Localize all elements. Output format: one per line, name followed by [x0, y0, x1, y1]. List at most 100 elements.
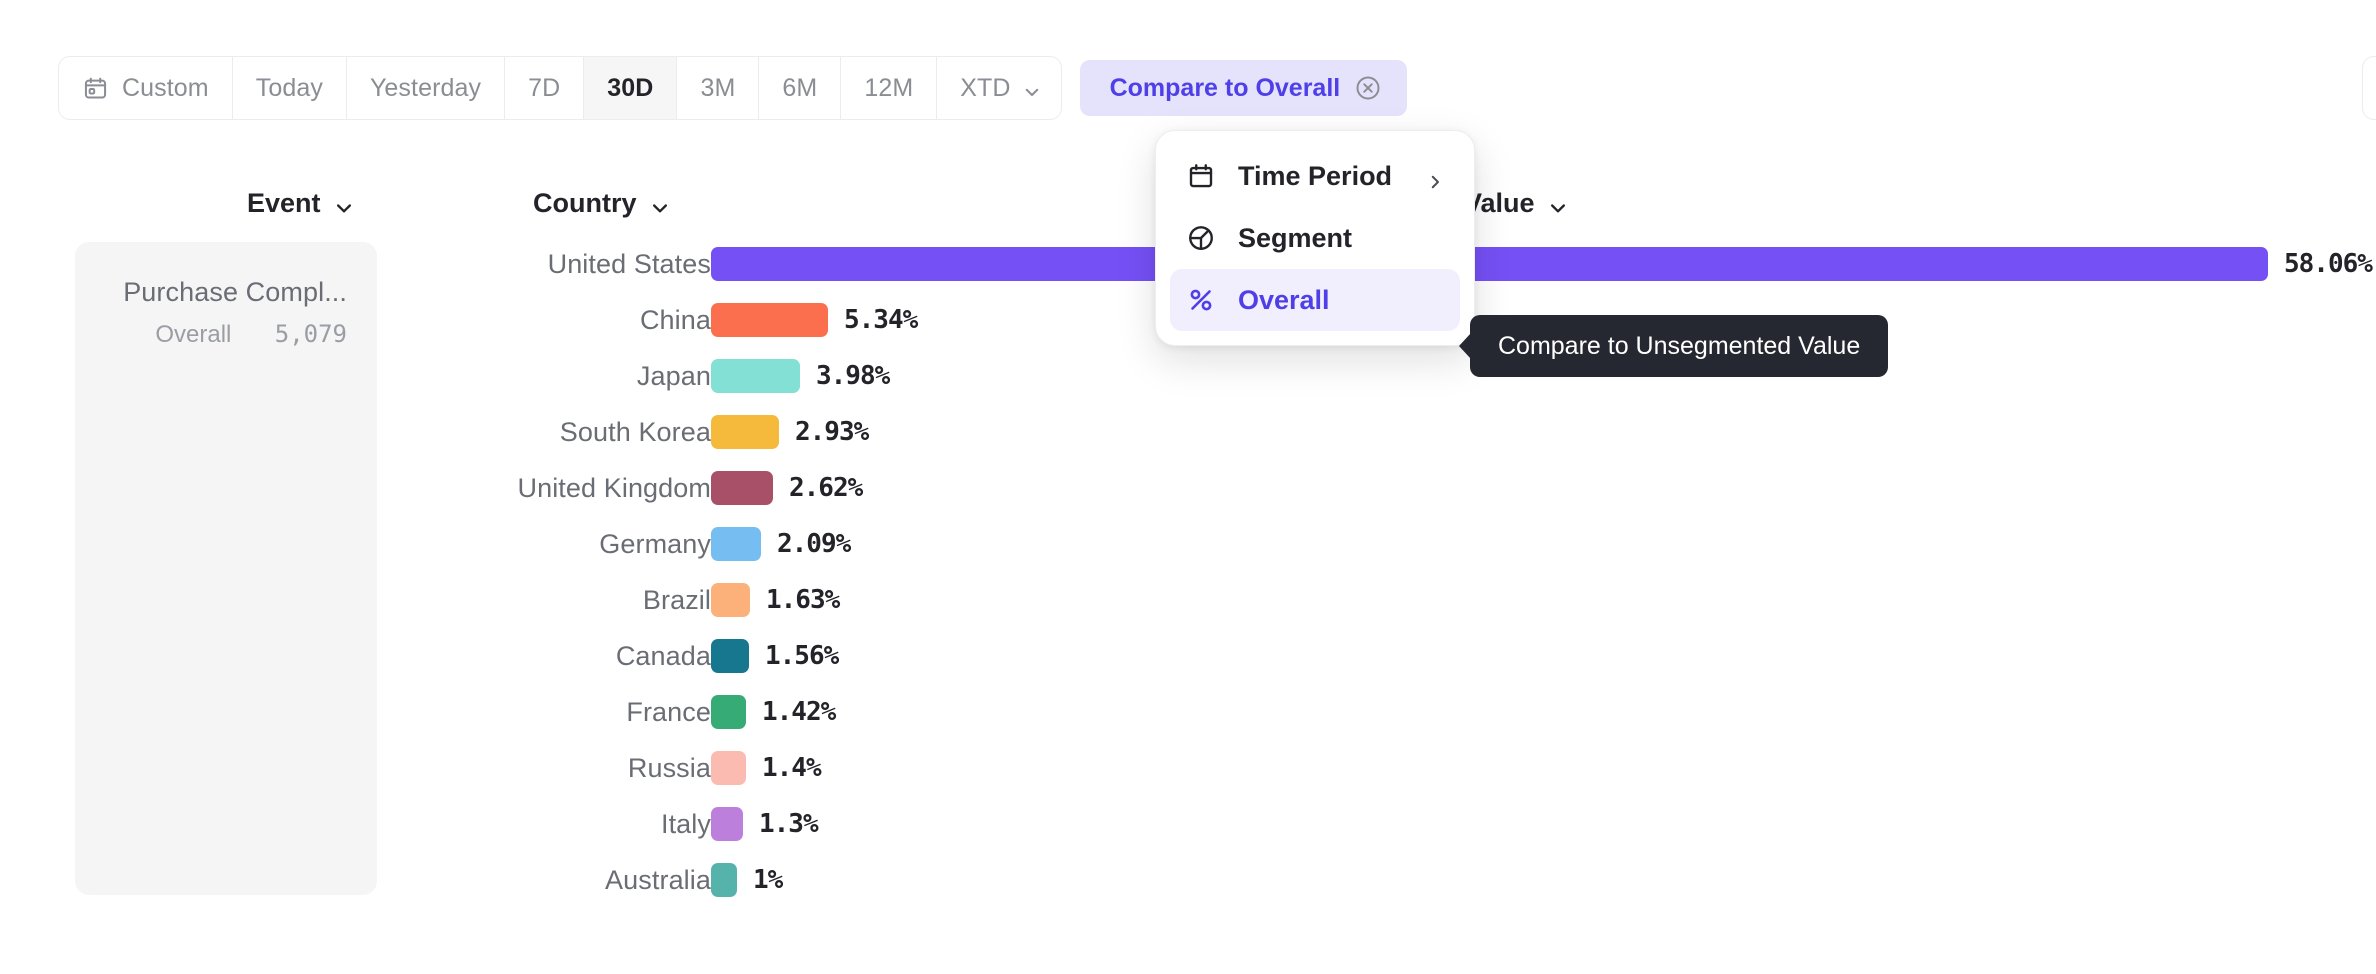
bar-row-bar[interactable]: [711, 695, 746, 729]
bar-row[interactable]: China 5.34%: [0, 292, 2376, 348]
chevron-down-icon: [1023, 79, 1041, 97]
date-range-7d-label: 7D: [528, 73, 561, 102]
bar-row-label: Japan: [636, 360, 711, 391]
chevron-down-icon: [650, 194, 670, 214]
bar-row[interactable]: Brazil 1.63%: [0, 572, 2376, 628]
bar-row-bar-wrap: 2.93%: [711, 415, 2376, 449]
chevron-down-icon: [334, 194, 354, 214]
bar-row-bar-wrap: 58.06%: [711, 247, 2376, 281]
bar-row-value: 1%: [753, 865, 783, 895]
bar-row-label: France: [626, 696, 711, 727]
toolbar: Custom Today Yesterday 7D 30D 3M 6M 12M: [58, 56, 1408, 120]
event-panel[interactable]: Purchase Compl... Overall 5,079: [75, 242, 377, 895]
column-header-event[interactable]: Event: [247, 188, 354, 219]
bar-row-bar-wrap: 5.34%: [711, 303, 2376, 337]
bar-row[interactable]: Italy 1.3%: [0, 796, 2376, 852]
bar-row-label: Italy: [660, 808, 711, 839]
calendar-icon: [1186, 161, 1216, 191]
bar-row-bar-wrap: 1.42%: [711, 695, 2376, 729]
menu-item-overall-label: Overall: [1238, 284, 1330, 315]
bar-row-bar-wrap: 1.4%: [711, 751, 2376, 785]
column-header-country-label: Country: [533, 188, 637, 218]
bar-row-label: Brazil: [642, 584, 711, 615]
bar-row-bar[interactable]: [711, 807, 743, 841]
column-header-value[interactable]: Value: [1464, 188, 1568, 219]
bar-chart-rows: United States 58.06% China 5.34% Japan 3.98% S…: [0, 236, 2376, 908]
bar-row[interactable]: Japan 3.98%: [0, 348, 2376, 404]
event-overall-value: 5,079: [274, 319, 347, 348]
event-overall-label: Overall: [155, 320, 232, 348]
toolbar-overflow-control[interactable]: [2362, 56, 2376, 120]
date-range-30d[interactable]: 30D: [584, 57, 678, 119]
date-range-12m[interactable]: 12M: [841, 57, 938, 119]
bar-row-bar[interactable]: [711, 359, 800, 393]
bar-row[interactable]: United Kingdom 2.62%: [0, 460, 2376, 516]
date-range-7d[interactable]: 7D: [505, 57, 585, 119]
column-header-country[interactable]: Country: [533, 188, 670, 219]
event-overall-summary: Overall 5,079: [75, 320, 347, 349]
bar-row-label: China: [639, 304, 711, 335]
bar-row-bar[interactable]: [711, 583, 750, 617]
bar-row-bar[interactable]: [711, 471, 773, 505]
bar-row-bar[interactable]: [711, 247, 2268, 281]
bar-row[interactable]: United States 58.06%: [0, 236, 2376, 292]
bar-row[interactable]: Germany 2.09%: [0, 516, 2376, 572]
bar-row[interactable]: France 1.42%: [0, 684, 2376, 740]
bar-row-bar-wrap: 1.56%: [711, 639, 2376, 673]
date-range-12m-label: 12M: [864, 73, 914, 102]
bar-row-bar[interactable]: [711, 751, 746, 785]
bar-row-bar[interactable]: [711, 303, 828, 337]
bar-row-value: 2.62%: [789, 473, 863, 503]
date-range-xtd-label: XTD: [960, 73, 1011, 102]
column-header-event-label: Event: [247, 188, 321, 218]
bar-row-value: 1.42%: [762, 697, 836, 727]
calendar-icon: [82, 75, 109, 102]
date-range-6m[interactable]: 6M: [759, 57, 842, 119]
menu-item-overall[interactable]: Overall: [1170, 269, 1460, 331]
close-circle-icon[interactable]: [1354, 74, 1382, 102]
pie-chart-icon: [1186, 223, 1216, 253]
bar-row-bar-wrap: 2.62%: [711, 471, 2376, 505]
compare-to-overall-label: Compare to Overall: [1109, 73, 1341, 102]
date-range-today-label: Today: [255, 73, 323, 102]
date-range-3m[interactable]: 3M: [677, 57, 760, 119]
date-range-yesterday[interactable]: Yesterday: [346, 57, 506, 119]
percent-icon: [1186, 285, 1216, 315]
bar-row-bar[interactable]: [711, 863, 737, 897]
bar-row[interactable]: Canada 1.56%: [0, 628, 2376, 684]
bar-row-value: 2.93%: [795, 417, 869, 447]
bar-row-bar-wrap: 2.09%: [711, 527, 2376, 561]
bar-row-label: Russia: [627, 752, 711, 783]
bar-row[interactable]: Australia 1%: [0, 852, 2376, 908]
bar-row-bar-wrap: 1.63%: [711, 583, 2376, 617]
bar-row-label: United States: [547, 248, 711, 279]
bar-row-value: 2.09%: [777, 529, 851, 559]
bar-row[interactable]: South Korea 2.93%: [0, 404, 2376, 460]
date-range-segmented-control: Custom Today Yesterday 7D 30D 3M 6M 12M: [58, 56, 1062, 120]
bar-row-value: 5.34%: [844, 305, 918, 335]
bar-row-value: 1.63%: [766, 585, 840, 615]
bar-row-bar[interactable]: [711, 639, 749, 673]
date-range-xtd[interactable]: XTD: [937, 57, 1061, 119]
bar-row-value: 1.56%: [765, 641, 839, 671]
chevron-down-icon: [1548, 194, 1568, 214]
bar-row-label: United Kingdom: [517, 472, 711, 503]
bar-row[interactable]: Russia 1.4%: [0, 740, 2376, 796]
date-range-custom[interactable]: Custom: [59, 57, 233, 119]
bar-row-bar[interactable]: [711, 527, 761, 561]
event-name: Purchase Compl...: [123, 277, 347, 307]
menu-item-time-period[interactable]: Time Period: [1170, 145, 1460, 207]
compare-to-overall-chip[interactable]: Compare to Overall: [1079, 60, 1408, 116]
bar-row-bar[interactable]: [711, 415, 779, 449]
bar-row-label: Germany: [599, 528, 711, 559]
date-range-6m-label: 6M: [782, 73, 818, 102]
bar-row-value: 58.06%: [2284, 249, 2373, 279]
menu-item-segment[interactable]: Segment: [1170, 207, 1460, 269]
compare-to-menu: Time Period Segment: [1155, 130, 1475, 346]
date-range-yesterday-label: Yesterday: [369, 73, 482, 102]
bar-row-label: Australia: [605, 864, 711, 895]
date-range-today[interactable]: Today: [232, 57, 347, 119]
menu-item-segment-label: Segment: [1238, 222, 1353, 253]
column-header-value-label: Value: [1464, 188, 1535, 218]
